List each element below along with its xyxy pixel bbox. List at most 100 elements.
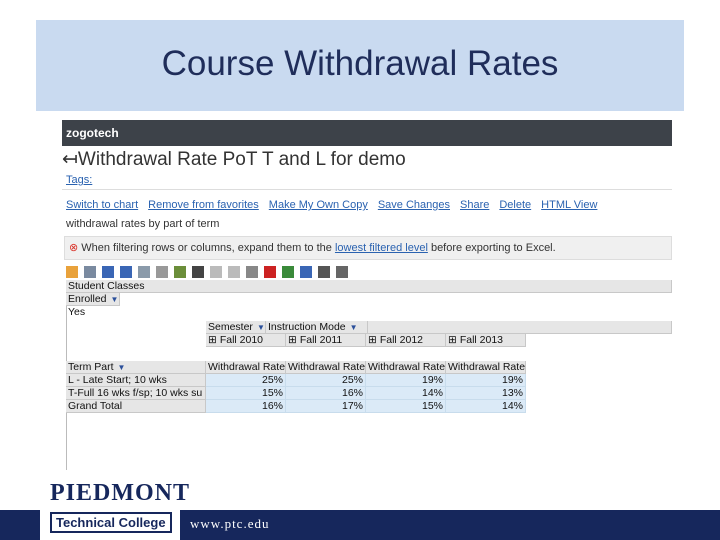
- row-header-text: L - Late Start; 10 wks: [68, 374, 167, 386]
- column-field-text: Instruction Mode: [268, 321, 346, 333]
- tool-icon[interactable]: [102, 265, 114, 278]
- column-header-text: Fall 2011: [299, 334, 343, 346]
- action-link[interactable]: Switch to chart: [66, 199, 139, 211]
- row-header: L - Late Start; 10 wks: [66, 374, 206, 387]
- dropdown-arrow[interactable]: ▼: [110, 295, 119, 304]
- tool-icon[interactable]: [318, 265, 330, 278]
- value-cell-text: 15%: [261, 387, 283, 399]
- report-title: ↤Withdrawal Rate PoT T and L for demo: [62, 148, 406, 171]
- measure-header-text: Withdrawal Rate: [448, 361, 526, 373]
- value-cell-text: 16%: [341, 387, 363, 399]
- column-header-text: Fall 2013: [459, 334, 504, 346]
- footer-band: [0, 510, 40, 540]
- value-cell-text: 25%: [261, 374, 283, 386]
- measure-header: Withdrawal Rate: [446, 361, 526, 374]
- tool-icon[interactable]: [246, 265, 258, 278]
- filter-field: Student Classes: [66, 280, 672, 293]
- value-cell-text: 16%: [261, 400, 283, 412]
- row-field-text: Term Part: [68, 361, 114, 373]
- column-header-text: Fall 2012: [379, 334, 424, 346]
- value-cell-text: 14%: [421, 387, 443, 399]
- measure-header-text: Withdrawal Rate: [288, 361, 366, 373]
- tool-icon[interactable]: [66, 265, 78, 278]
- value-cell-text: 13%: [501, 387, 523, 399]
- app-header: [62, 120, 672, 146]
- dropdown-arrow[interactable]: ▼: [349, 323, 358, 332]
- row-header: Grand Total: [66, 400, 206, 413]
- value-cell: 25%: [286, 374, 366, 387]
- tool-icon[interactable]: [282, 265, 294, 278]
- value-cell: 15%: [366, 400, 446, 413]
- tool-icon[interactable]: [174, 265, 186, 278]
- action-link[interactable]: Share: [460, 199, 490, 211]
- toolbar: [66, 263, 354, 281]
- measure-header: Withdrawal Rate: [206, 361, 286, 374]
- value-cell: 19%: [446, 374, 526, 387]
- value-cell-text: 19%: [501, 374, 523, 386]
- tool-icon[interactable]: [336, 265, 348, 278]
- column-header-text: Fall 2010: [219, 334, 264, 346]
- measure-header-text: Withdrawal Rate: [368, 361, 446, 373]
- filter-name[interactable]: Enrolled ▼: [66, 293, 120, 306]
- value-cell: 14%: [446, 400, 526, 413]
- warning-text: before exporting to Excel.: [427, 242, 556, 254]
- column-header[interactable]: ⊞ Fall 2012: [366, 334, 446, 347]
- description: withdrawal rates by part of term: [66, 218, 220, 230]
- tool-icon[interactable]: [84, 265, 96, 278]
- back-arrow[interactable]: ↤: [62, 149, 78, 170]
- action-link[interactable]: Make My Own Copy: [268, 199, 368, 211]
- value-cell-text: 19%: [421, 374, 443, 386]
- column-header[interactable]: ⊞ Fall 2013: [446, 334, 526, 347]
- expand-icon[interactable]: ⊞: [208, 334, 217, 346]
- tool-icon[interactable]: [300, 265, 312, 278]
- action-bar: Switch to chart Remove from favorites Make…: [66, 195, 607, 213]
- footer-url: www.ptc.edu: [190, 516, 270, 531]
- value-cell: 15%: [206, 387, 286, 400]
- dropdown-arrow[interactable]: ▼: [256, 323, 265, 332]
- measure-header-text: Withdrawal Rate: [208, 361, 286, 373]
- value-cell: 16%: [286, 387, 366, 400]
- column-header[interactable]: ⊞ Fall 2011: [286, 334, 366, 347]
- tool-icon[interactable]: [264, 265, 276, 278]
- warning: ⊗ When filtering rows or columns, expand …: [64, 236, 672, 260]
- tool-icon[interactable]: [228, 265, 240, 278]
- brand: zogotech: [66, 126, 119, 140]
- action-link[interactable]: Remove from favorites: [148, 199, 259, 211]
- row-header: T-Full 16 wks f/sp; 10 wks su: [66, 387, 206, 400]
- column-field[interactable]: Instruction Mode ▼: [266, 321, 368, 334]
- warning-link[interactable]: lowest filtered level: [334, 242, 428, 254]
- action-link[interactable]: Delete: [499, 199, 532, 211]
- value-cell-text: 17%: [341, 400, 363, 412]
- column-field[interactable]: Semester ▼: [206, 321, 266, 334]
- filter-value-text: Yes: [68, 306, 86, 318]
- warning-text: When filtering rows or columns, expand t…: [81, 242, 335, 254]
- tool-icon[interactable]: [192, 265, 204, 278]
- value-cell: 14%: [366, 387, 446, 400]
- filter-field-text: Student Classes: [68, 280, 145, 292]
- expand-icon[interactable]: ⊞: [288, 334, 297, 346]
- value-cell: 16%: [206, 400, 286, 413]
- tool-icon[interactable]: [210, 265, 222, 278]
- warning-icon: ⊗: [69, 242, 79, 254]
- tool-icon[interactable]: [138, 265, 150, 278]
- tool-icon[interactable]: [156, 265, 168, 278]
- title-band: [36, 20, 684, 111]
- value-cell: 13%: [446, 387, 526, 400]
- row-header-text: T-Full 16 wks f/sp; 10 wks su: [68, 387, 203, 399]
- dropdown-arrow[interactable]: ▼: [117, 363, 126, 372]
- row-header-text: Grand Total: [68, 400, 123, 412]
- column-header[interactable]: ⊞ Fall 2010: [206, 334, 286, 347]
- expand-icon[interactable]: ⊞: [368, 334, 377, 346]
- value-cell-text: 15%: [421, 400, 443, 412]
- logo-subtitle: Technical College: [50, 512, 172, 533]
- logo-name: PIEDMONT: [50, 480, 190, 506]
- tool-icon[interactable]: [120, 265, 132, 278]
- action-link[interactable]: Save Changes: [377, 199, 450, 211]
- row-field[interactable]: Term Part ▼: [66, 361, 206, 374]
- filter-name-text: Enrolled: [68, 293, 107, 305]
- expand-icon[interactable]: ⊞: [448, 334, 457, 346]
- divider: [62, 189, 672, 190]
- tags-link[interactable]: Tags:: [66, 174, 93, 186]
- action-link[interactable]: HTML View: [541, 199, 598, 211]
